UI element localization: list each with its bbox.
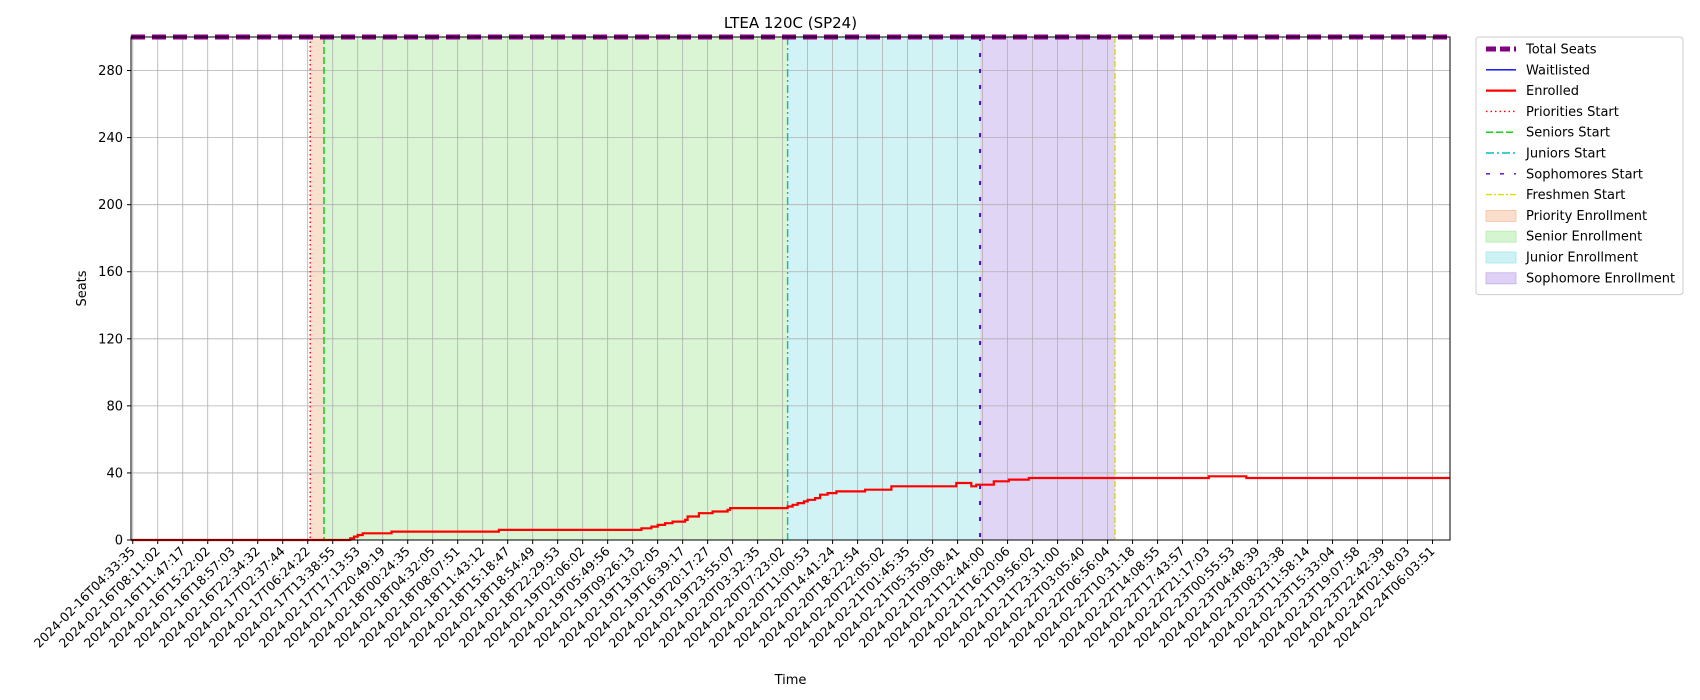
span-0 — [310, 37, 324, 540]
legend-label-1: Waitlisted — [1526, 63, 1590, 78]
grid — [131, 37, 1450, 541]
legend-label-7: Freshmen Start — [1526, 188, 1625, 203]
y-tick-label-7: 280 — [98, 64, 123, 79]
y-tick-label-6: 240 — [98, 131, 123, 146]
span-2 — [787, 37, 981, 540]
y-axis: 0 40 80 120 160 200 240 280 — [98, 64, 131, 549]
x-axis: 2024-02-16T04:33:352024-02-16T08:11:0220… — [31, 540, 1438, 651]
plot-frame — [130, 36, 1451, 541]
series-line-2 — [131, 475, 1450, 542]
y-tick-label-1: 40 — [106, 466, 123, 481]
legend-box — [1475, 36, 1684, 296]
span-3 — [980, 37, 1116, 540]
y-tick-label-2: 80 — [106, 399, 123, 414]
legend-label-10: Junior Enrollment — [1525, 251, 1638, 266]
y-axis-label: Seats — [75, 270, 90, 306]
y-tick-label-4: 160 — [98, 265, 123, 280]
enrollment-spans — [310, 37, 1116, 540]
legend-label-8: Priority Enrollment — [1526, 209, 1647, 224]
legend-swatch-8 — [1485, 209, 1517, 222]
span-1 — [323, 37, 788, 540]
legend-label-6: Sophomores Start — [1526, 167, 1643, 182]
chart-title: LTEA 120C (SP24) — [724, 14, 857, 32]
legend-swatch-10 — [1485, 251, 1517, 264]
legend-label-3: Priorities Start — [1526, 105, 1619, 120]
y-tick-label-0: 0 — [115, 534, 123, 549]
legend-label-2: Enrolled — [1526, 84, 1579, 99]
y-tick-label-5: 200 — [98, 198, 123, 213]
x-axis-label: Time — [774, 673, 807, 688]
legend-label-0: Total Seats — [1525, 43, 1597, 58]
legend-label-4: Seniors Start — [1526, 126, 1610, 141]
legend-label-9: Senior Enrollment — [1526, 230, 1642, 245]
phase-start-lines — [309, 37, 1116, 540]
legend-swatch-9 — [1485, 230, 1517, 243]
legend: Total Seats Waitlisted Enrolled Priorities … — [1475, 36, 1684, 296]
legend-label-5: Juniors Start — [1525, 147, 1606, 162]
y-tick-label-3: 120 — [98, 332, 123, 347]
legend-label-11: Sophomore Enrollment — [1526, 271, 1675, 286]
legend-swatch-11 — [1485, 272, 1517, 285]
